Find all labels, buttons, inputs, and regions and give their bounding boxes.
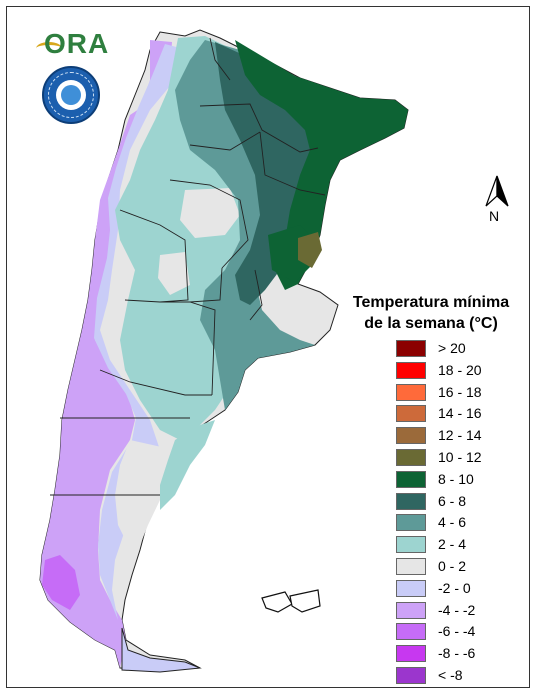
legend-title-line2: de la semana (°C) bbox=[364, 315, 498, 332]
legend-swatch bbox=[396, 601, 426, 619]
legend-swatch bbox=[396, 623, 426, 641]
north-arrow-icon bbox=[485, 175, 509, 207]
zone-minus6-4-southwest bbox=[42, 555, 80, 610]
legend-swatch bbox=[396, 448, 426, 466]
legend-swatch bbox=[396, 405, 426, 423]
legend-swatch bbox=[396, 645, 426, 663]
legend-label: 6 - 8 bbox=[438, 492, 467, 509]
legend-label: 12 - 14 bbox=[438, 427, 482, 444]
legend-label: 16 - 18 bbox=[438, 383, 482, 400]
legend-label: 0 - 2 bbox=[438, 557, 467, 574]
ora-logo-text: ORA bbox=[44, 28, 110, 59]
legend-label: 4 - 6 bbox=[438, 514, 467, 531]
legend-swatch bbox=[396, 383, 426, 401]
legend-label: -8 - -6 bbox=[438, 645, 476, 662]
legend-label: -2 - 0 bbox=[438, 579, 471, 596]
legend-title: Temperatura mínima de la semana (°C) bbox=[338, 292, 524, 334]
zone-2-4-patagonia-coast bbox=[160, 420, 215, 510]
north-arrow: N bbox=[482, 174, 512, 224]
sun-arc-icon bbox=[36, 42, 62, 55]
legend-swatch bbox=[396, 427, 426, 445]
legend-swatch bbox=[396, 492, 426, 510]
zone-10-12-spot bbox=[298, 232, 322, 268]
legend-title-line1: Temperatura mínima bbox=[352, 294, 510, 311]
north-label: N bbox=[489, 208, 500, 224]
legend-label: < -8 bbox=[438, 666, 463, 683]
legend-label: -6 - -4 bbox=[438, 623, 476, 640]
legend-label: > 20 bbox=[438, 340, 466, 356]
legend-swatch bbox=[396, 514, 426, 532]
legend-swatch bbox=[396, 340, 426, 357]
legend-swatch bbox=[396, 470, 426, 488]
legend-swatch bbox=[396, 536, 426, 554]
province-boundaries bbox=[50, 37, 326, 496]
zone-0-2-center-spot bbox=[180, 188, 240, 238]
legend-swatch bbox=[396, 579, 426, 597]
legend-swatch bbox=[396, 361, 426, 379]
legend-label: 2 - 4 bbox=[438, 536, 467, 553]
legend-label: 10 - 12 bbox=[438, 448, 482, 465]
legend-label: 18 - 20 bbox=[438, 361, 482, 378]
legend-swatch bbox=[396, 666, 426, 684]
ora-logo: ORA bbox=[34, 28, 110, 60]
tierra-del-fuego bbox=[121, 627, 201, 673]
legend-swatch bbox=[396, 557, 426, 575]
malvinas-islands bbox=[261, 589, 321, 613]
legend-label: 14 - 16 bbox=[438, 405, 482, 422]
zone-minus4-2-west bbox=[40, 40, 172, 668]
smn-seal-logo bbox=[42, 66, 100, 124]
zone-minus2-0-west bbox=[94, 44, 180, 620]
zone-0-2-center-spot-2 bbox=[158, 252, 190, 295]
legend-label: -4 - -2 bbox=[438, 601, 476, 618]
zone-8-10-northeast bbox=[235, 40, 408, 290]
legend-label: 8 - 10 bbox=[438, 470, 474, 487]
